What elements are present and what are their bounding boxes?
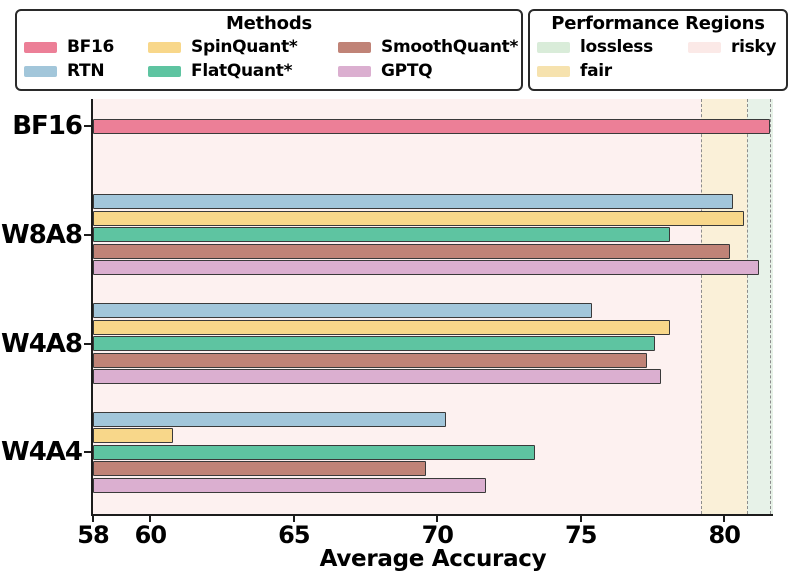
rtn-label: RTN xyxy=(67,61,105,81)
x-tick-60 xyxy=(149,516,152,522)
bf16-label: BF16 xyxy=(67,37,115,57)
legend-entry-flatquant: FlatQuant* xyxy=(148,59,338,83)
x-axis-spine xyxy=(91,514,773,516)
gptq-label: GPTQ xyxy=(381,61,433,81)
fair-label: fair xyxy=(580,61,612,81)
legend-regions-entries: lossless risky fair xyxy=(530,35,786,83)
bar-w4a8-spinquant xyxy=(93,319,670,335)
risky-swatch-icon xyxy=(688,41,721,53)
bar-w4a8-flatquant xyxy=(93,336,656,351)
x-tick-label-70: 70 xyxy=(421,521,454,549)
legend-entry-smoothquant: SmoothQuant* xyxy=(338,35,518,59)
legend-entry-risky: risky xyxy=(688,35,783,59)
legend-entry-spinquant: SpinQuant* xyxy=(148,35,338,59)
legend-methods: Methods BF16 SpinQuant* SmoothQuant* RTN Fla… xyxy=(15,9,523,91)
gptq-swatch-icon xyxy=(338,65,371,77)
x-tick-75 xyxy=(579,516,582,522)
legend-entry-gptq: GPTQ xyxy=(338,59,514,83)
legend-entry-bf16: BF16 xyxy=(24,35,148,59)
bar-w4a4-gptq xyxy=(93,477,487,493)
smoothquant-label: SmoothQuant* xyxy=(381,37,519,57)
flatquant-swatch-icon xyxy=(148,65,181,77)
legend-performance-regions: Performance Regions lossless risky fair xyxy=(528,9,788,91)
legend-methods-entries: BF16 SpinQuant* SmoothQuant* RTN FlatQuant* G… xyxy=(17,35,521,83)
bf16-swatch-icon xyxy=(24,41,57,53)
smoothquant-swatch-icon xyxy=(338,41,371,53)
x-tick-58 xyxy=(92,516,94,522)
region-lossless xyxy=(747,99,773,514)
region-fair xyxy=(701,99,748,514)
risky-label: risky xyxy=(731,37,777,57)
x-tick-label-65: 65 xyxy=(278,521,310,549)
x-tick-70 xyxy=(436,516,439,522)
fair-swatch-icon xyxy=(537,65,570,77)
y-tick-w4a8 xyxy=(84,342,91,345)
bar-w8a8-spinquant xyxy=(93,210,745,226)
y-tick-label-w8a8: W8A8 xyxy=(1,219,83,250)
bar-w8a8-flatquant xyxy=(93,227,670,243)
y-tick-w4a4 xyxy=(84,451,91,454)
plot-area xyxy=(93,99,773,514)
x-tick-label-75: 75 xyxy=(565,521,597,549)
y-tick-bf16 xyxy=(84,125,91,127)
y-tick-label-w4a8: W4A8 xyxy=(1,328,83,359)
bar-w4a4-rtn xyxy=(93,411,446,427)
spinquant-swatch-icon xyxy=(148,41,181,53)
bar-w4a4-smoothquant xyxy=(93,461,426,477)
bar-w8a8-smoothquant xyxy=(93,243,730,259)
rtn-swatch-icon xyxy=(24,65,57,77)
reference-line-3 xyxy=(770,99,772,514)
bar-bf16-bf16 xyxy=(93,118,771,134)
spinquant-label: SpinQuant* xyxy=(191,37,298,57)
x-tick-label-80: 80 xyxy=(708,521,741,549)
bar-w8a8-gptq xyxy=(93,260,759,276)
x-tick-80 xyxy=(723,516,726,522)
y-tick-label-bf16: BF16 xyxy=(12,111,83,141)
legend-entry-fair: fair xyxy=(537,59,688,83)
bar-w4a8-smoothquant xyxy=(93,352,647,368)
legend-methods-title: Methods xyxy=(225,13,313,34)
x-tick-label-58: 58 xyxy=(77,521,109,549)
bar-w4a4-spinquant xyxy=(93,428,174,444)
reference-line-2 xyxy=(747,99,749,514)
flatquant-label: FlatQuant* xyxy=(191,61,293,81)
lossless-label: lossless xyxy=(580,37,653,57)
x-axis-label: Average Accuracy xyxy=(319,546,547,572)
y-tick-w8a8 xyxy=(84,233,91,236)
x-tick-label-60: 60 xyxy=(134,521,167,549)
x-tick-65 xyxy=(292,516,295,522)
y-tick-label-w4a4: W4A4 xyxy=(1,437,83,468)
reference-line-1 xyxy=(701,99,703,514)
bar-w4a4-flatquant xyxy=(93,444,535,460)
legend-regions-title: Performance Regions xyxy=(551,13,765,34)
legend-entry-lossless: lossless xyxy=(537,35,688,59)
y-axis-spine xyxy=(91,99,93,516)
bar-w8a8-rtn xyxy=(93,194,733,210)
bar-w4a8-gptq xyxy=(93,369,662,384)
bar-w4a8-rtn xyxy=(93,303,593,318)
legend-entry-rtn: RTN xyxy=(24,59,148,83)
lossless-swatch-icon xyxy=(537,41,570,53)
